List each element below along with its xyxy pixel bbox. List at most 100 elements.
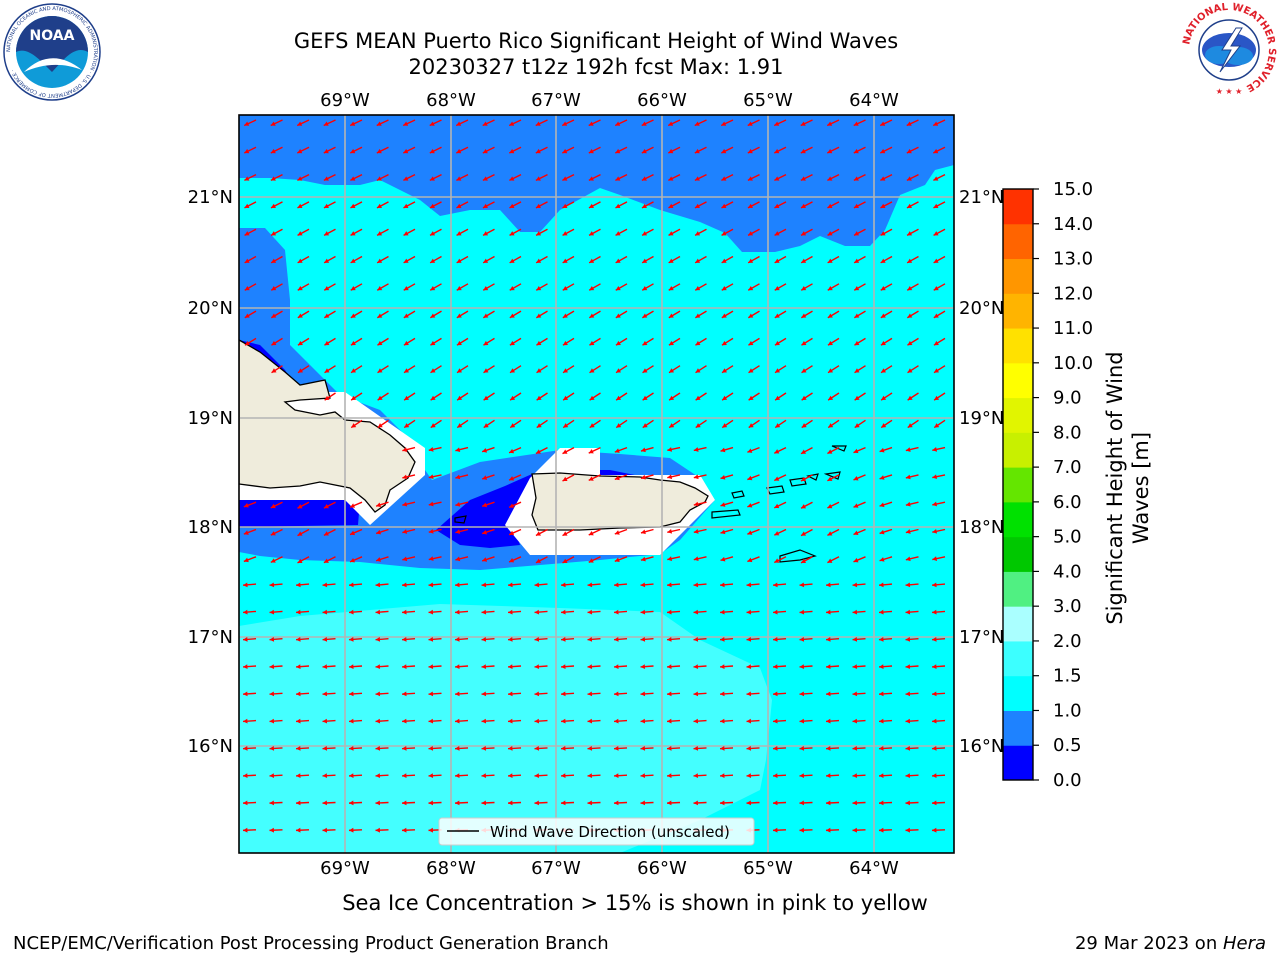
wave-direction-arrow [535, 310, 548, 319]
wave-direction-arrow [827, 365, 840, 374]
wave-direction-arrow [614, 446, 628, 453]
wave-direction-arrow [668, 310, 681, 319]
colorbar-segment [1003, 501, 1033, 538]
wave-direction-arrow [588, 446, 601, 454]
wave-direction-arrow [827, 337, 840, 346]
wave-direction-arrow [693, 501, 707, 507]
wave-direction-arrow [509, 201, 522, 209]
wave-direction-arrow [878, 746, 893, 751]
wave-direction-arrow [693, 664, 707, 670]
land-st-croix [779, 549, 817, 563]
wave-direction-arrow [297, 283, 310, 291]
wave-direction-arrow [719, 582, 734, 588]
wave-direction-arrow [879, 446, 893, 453]
lon-label-bottom: 67°W [531, 858, 581, 879]
wave-direction-arrow [429, 283, 442, 291]
wave-direction-arrow [482, 201, 495, 209]
colorbar-segment [1003, 675, 1033, 711]
wave-direction-arrow [878, 800, 893, 806]
wave-direction-arrow [534, 718, 548, 724]
wave-direction-arrow [508, 556, 522, 563]
wave-direction-arrow [589, 392, 601, 401]
wave-direction-arrow [880, 201, 893, 209]
wave-direction-arrow [773, 474, 787, 482]
wave-direction-arrow [377, 337, 389, 346]
colorbar-segment [1003, 189, 1033, 225]
map-title: GEFS MEAN Puerto Rico Significant Height… [293, 29, 899, 53]
wave-direction-arrow [322, 746, 336, 751]
colorbar-segment [1003, 362, 1033, 399]
wave-direction-arrow [534, 636, 548, 642]
wave-direction-arrow [719, 718, 734, 724]
wave-direction-arrow [269, 746, 283, 751]
colorbar-tick-label: 8.0 [1053, 422, 1082, 443]
wave-direction-arrow [401, 582, 416, 588]
wave-direction-arrow [507, 664, 522, 670]
lat-label-left: 20°N [188, 298, 233, 319]
wave-direction-arrow [747, 501, 760, 508]
wave-direction-arrow [772, 609, 787, 615]
wave-direction-arrow [348, 827, 363, 833]
wave-direction-arrow [774, 201, 787, 209]
contour-north-0p5-1p0 [239, 115, 954, 252]
nws-logo: NATIONAL WEATHER SERVICE ★ ★ ★ [1181, 2, 1277, 97]
wave-direction-arrow [562, 446, 575, 455]
wave-direction-arrow [615, 310, 628, 319]
wave-direction-arrow [534, 582, 548, 588]
wave-direction-arrow [880, 419, 893, 429]
wave-direction-arrow [403, 365, 416, 374]
wave-direction-arrow [799, 773, 813, 779]
wave-direction-arrow [879, 556, 893, 562]
wave-direction-arrow [481, 446, 495, 453]
wave-direction-arrow [693, 800, 707, 806]
wave-direction-arrow [560, 691, 575, 697]
wave-direction-arrow [906, 173, 919, 182]
wave-direction-arrow [853, 556, 866, 563]
wave-direction-arrow [242, 773, 257, 779]
colorbar: 0.0 0.5 1.0 1.5 2.0 3.0 4.0 5.0 6.0 7.0 8.0 9.0 10.0… [1002, 179, 1093, 791]
wave-direction-arrow [322, 827, 336, 833]
wave-direction-arrow [880, 392, 893, 401]
wave-direction-arrow [880, 337, 893, 346]
wave-direction-arrow [375, 746, 389, 751]
wave-direction-arrow [482, 146, 495, 154]
wave-direction-arrow [906, 119, 919, 127]
wave-direction-arrow [852, 800, 866, 806]
wave-direction-arrow [242, 582, 257, 588]
wave-direction-arrow [428, 691, 442, 697]
wave-direction-arrow [508, 119, 522, 127]
wave-direction-arrow [244, 228, 257, 236]
wave-direction-arrow [428, 773, 442, 779]
wave-direction-arrow [668, 283, 681, 291]
wave-direction-arrow [535, 228, 548, 236]
wave-direction-arrow [800, 173, 813, 182]
wave-direction-arrow [801, 337, 813, 346]
wave-direction-arrow [243, 119, 257, 127]
wave-direction-arrow [481, 556, 495, 562]
wave-direction-arrow [376, 310, 389, 319]
colorbar-tick-label: 6.0 [1053, 492, 1082, 513]
wave-direction-arrow [721, 419, 734, 429]
colorbar-tick-label: 10.0 [1053, 353, 1093, 374]
wave-direction-arrow [535, 283, 548, 291]
wave-direction-arrow [852, 636, 866, 642]
wave-direction-arrow [481, 718, 495, 724]
wave-direction-arrow [800, 501, 813, 509]
wave-direction-arrow [852, 609, 866, 615]
wave-direction-arrow [772, 773, 787, 779]
wave-direction-arrow [931, 746, 946, 751]
wave-direction-arrow [454, 691, 469, 697]
wave-direction-arrow [375, 528, 389, 535]
wave-direction-arrow [800, 310, 813, 319]
wave-direction-arrow [562, 365, 575, 374]
wave-direction-arrow [561, 146, 575, 154]
wave-direction-arrow [428, 746, 442, 751]
wave-direction-arrow [825, 800, 840, 806]
wave-direction-arrow [667, 556, 681, 561]
footer-credit: NCEP/EMC/Verification Post Processing Pr… [13, 933, 609, 954]
wave-direction-arrow [693, 691, 707, 697]
wave-direction-arrow [747, 201, 760, 209]
wave-direction-arrow [562, 392, 575, 401]
wave-direction-arrow [402, 474, 416, 480]
colorbar-tick-label: 0.5 [1053, 735, 1082, 756]
